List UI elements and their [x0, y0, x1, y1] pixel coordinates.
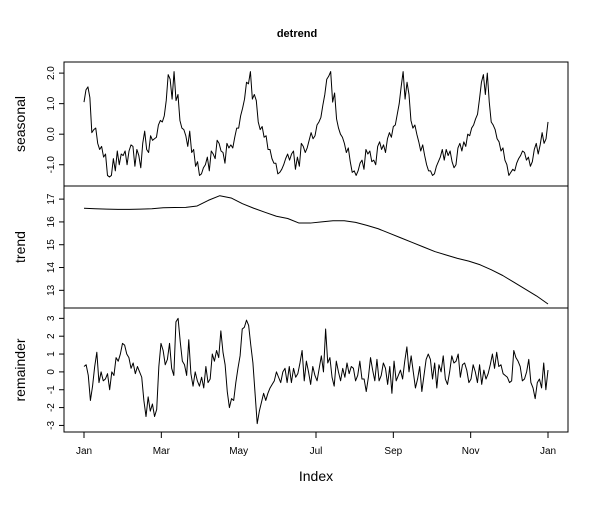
y-axis-title-remainder: remainder — [12, 338, 28, 401]
y-tick-label-remainder: -1 — [46, 385, 57, 394]
y-tick-label-remainder: 3 — [46, 315, 57, 321]
x-tick-label: Nov — [462, 446, 480, 457]
y-tick-label-seasonal: 0.0 — [46, 127, 57, 141]
chart-title: detrend — [277, 28, 317, 40]
x-tick-label: May — [229, 446, 248, 457]
x-tick-label: Jul — [310, 446, 323, 457]
y-tick-label-trend: 13 — [46, 284, 57, 296]
y-tick-label-trend: 16 — [46, 216, 57, 228]
y-tick-label-trend: 17 — [46, 193, 57, 205]
series-line-trend — [83, 195, 549, 305]
panels-group: 2.0 1.0 0.0 -1.0 seasonal 17 16 15 14 13 trend 3 2 1 0… — [12, 61, 569, 433]
x-tick-label: Mar — [153, 446, 171, 457]
x-axis: Jan Mar May Jul Sep Nov Jan — [76, 431, 556, 457]
x-tick-label: Sep — [384, 446, 402, 457]
y-tick-label-seasonal: 2.0 — [46, 66, 57, 80]
y-axis-title-trend: trend — [12, 231, 28, 263]
y-tick-label-remainder: 2 — [46, 333, 57, 339]
x-axis-title: Index — [299, 468, 333, 484]
y-tick-label-remainder: -2 — [46, 403, 57, 412]
y-tick-label-trend: 14 — [46, 262, 57, 274]
y-tick-label-remainder: 0 — [46, 369, 57, 375]
series-line-remainder — [83, 317, 549, 425]
y-tick-label-remainder: -3 — [46, 421, 57, 430]
y-tick-label-seasonal: -1.0 — [46, 156, 57, 174]
y-axis-title-seasonal: seasonal — [12, 96, 28, 152]
series-line-seasonal — [83, 71, 549, 178]
x-tick-label: Jan — [540, 446, 556, 457]
y-tick-label-remainder: 1 — [46, 351, 57, 357]
y-tick-label-trend: 15 — [46, 239, 57, 251]
x-tick-label: Jan — [76, 446, 92, 457]
y-tick-label-seasonal: 1.0 — [46, 96, 57, 110]
